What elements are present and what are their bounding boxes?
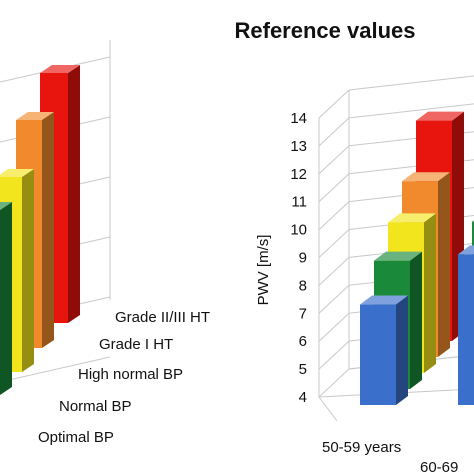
bar-front (360, 304, 396, 405)
bar-side (68, 65, 80, 323)
y-tick-label: 6 (299, 333, 307, 350)
y-tick-label: 4 (299, 389, 307, 406)
bar-top (402, 172, 450, 182)
side-gridline (318, 117, 350, 147)
floor-edge (318, 396, 338, 422)
bar-top (374, 251, 422, 261)
bar-side (424, 213, 436, 373)
y-tick-label: 5 (299, 361, 307, 378)
x-tick-label: 60-69 (420, 459, 458, 474)
side-gridline (318, 201, 350, 230)
y-tick-label: 13 (290, 138, 307, 155)
bar-side (410, 251, 422, 389)
y-tick-label: 12 (290, 166, 307, 183)
bar-top (16, 112, 54, 120)
back-gridline (348, 75, 474, 91)
bar-top (0, 202, 12, 210)
x-tick-label: 50-59 years (322, 439, 401, 456)
y-axis-label: PWV [m/s] (255, 235, 272, 306)
bar-top (458, 245, 474, 255)
y-tick-label: 10 (290, 222, 307, 239)
left-bar-normal-bp (0, 202, 12, 395)
y-tick-label: 8 (299, 277, 307, 294)
bar-side (22, 169, 34, 372)
side-gridline (318, 229, 350, 258)
side-gridline (318, 173, 350, 203)
depth-label-grade-ii-iii-ht: Grade II/III HT (115, 309, 210, 326)
bar-side (438, 172, 450, 357)
bar-top (40, 65, 80, 73)
bar-top (416, 111, 464, 121)
y-tick-label: 7 (299, 305, 307, 322)
side-gridline (318, 340, 350, 370)
left-grid-line (0, 356, 111, 383)
depth-label-normal-bp: Normal BP (59, 398, 132, 415)
back-gridline (348, 103, 474, 119)
right-panel-bars: 50-59 years 60-69 (322, 111, 474, 474)
bar-front (458, 254, 474, 405)
bar-optimal-bp-1 (360, 295, 408, 405)
side-gridline (318, 257, 350, 286)
side-gridline (318, 89, 350, 119)
bar-top (360, 295, 408, 305)
chart-labels: Reference values PWV [m/s] (235, 18, 416, 305)
y-tick-label: 14 (290, 110, 307, 127)
chart-title: Reference values (235, 18, 416, 43)
y-tick-label: 9 (299, 250, 307, 267)
depth-label-grade-i-ht: Grade I HT (99, 336, 173, 353)
side-gridline (318, 284, 350, 314)
bar-side (396, 295, 408, 405)
bar-top (388, 213, 436, 223)
side-gridline (318, 368, 350, 398)
y-tick-label: 11 (291, 194, 307, 211)
bar-side (0, 202, 12, 395)
depth-label-optimal-bp: Optimal BP (38, 429, 114, 446)
side-gridline (318, 312, 350, 342)
side-gridline (318, 145, 350, 175)
bar-optimal-bp-2 (458, 245, 474, 405)
bar-top (0, 169, 34, 177)
bar-side (42, 112, 54, 348)
depth-label-high-normal-bp: High normal BP (78, 366, 183, 383)
left-panel: Optimal BP Normal BP High normal BP Grade I… (0, 40, 210, 446)
